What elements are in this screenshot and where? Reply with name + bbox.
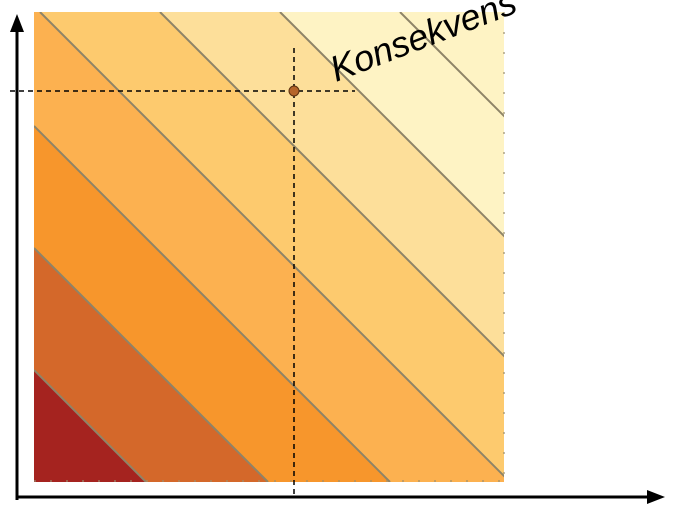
x-axis-arrow-icon bbox=[647, 490, 665, 504]
y-axis-arrow-icon bbox=[10, 14, 24, 32]
risk-point-marker bbox=[288, 85, 300, 97]
contour-line bbox=[34, 369, 147, 482]
contour-line bbox=[34, 247, 269, 482]
axes bbox=[10, 14, 665, 504]
risk-band-4 bbox=[34, 12, 504, 482]
contour-line bbox=[399, 12, 504, 118]
contour-line bbox=[34, 125, 391, 482]
contour-line bbox=[279, 12, 504, 238]
